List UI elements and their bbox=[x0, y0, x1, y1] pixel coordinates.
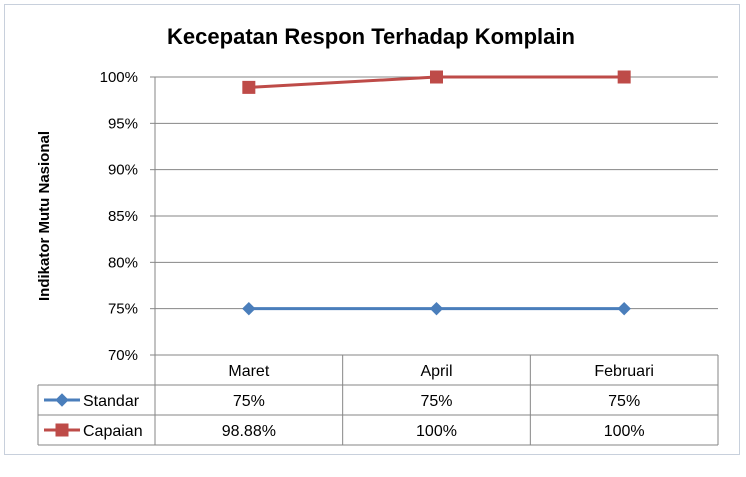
data-point bbox=[430, 70, 443, 84]
y-tick-label: 85% bbox=[108, 208, 138, 225]
chart-title: Kecepatan Respon Terhadap Komplain bbox=[167, 24, 575, 49]
legend-label: Capaian bbox=[83, 423, 143, 440]
table-cell-value: 100% bbox=[416, 423, 457, 440]
category-label: Maret bbox=[228, 363, 269, 380]
data-point bbox=[242, 80, 256, 94]
legend-marker bbox=[55, 393, 69, 407]
y-tick-label: 100% bbox=[100, 69, 138, 86]
table-cell-value: 100% bbox=[604, 423, 645, 440]
data-point bbox=[617, 70, 631, 84]
category-label: Februari bbox=[594, 363, 654, 380]
y-axis-label: Indikator Mutu Nasional bbox=[36, 131, 53, 301]
y-tick-label: 95% bbox=[108, 115, 138, 132]
y-tick-label: 80% bbox=[108, 254, 138, 271]
category-label: April bbox=[420, 363, 452, 380]
legend-label: Standar bbox=[83, 393, 140, 410]
y-tick-label: 75% bbox=[108, 301, 138, 318]
y-tick-label: 90% bbox=[108, 162, 138, 179]
data-point bbox=[242, 301, 256, 316]
table-cell-value: 75% bbox=[420, 393, 452, 410]
table-cell-value: 75% bbox=[233, 393, 265, 410]
table-cell-value: 98.88% bbox=[222, 423, 276, 440]
table-cell-value: 75% bbox=[608, 393, 640, 410]
data-point bbox=[617, 301, 631, 316]
legend-marker bbox=[55, 423, 69, 437]
y-tick-label: 70% bbox=[108, 347, 138, 364]
data-point bbox=[429, 301, 444, 316]
